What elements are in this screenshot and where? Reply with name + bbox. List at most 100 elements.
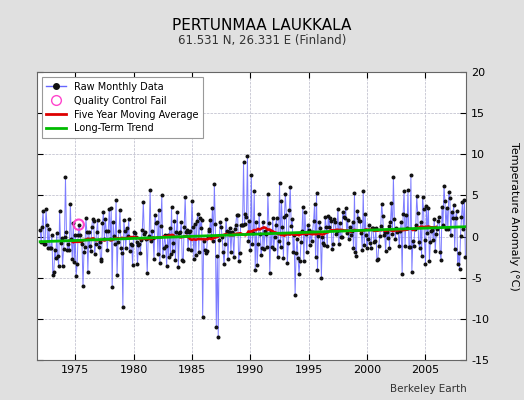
Point xyxy=(155,207,163,214)
Point xyxy=(403,225,411,231)
Point xyxy=(395,243,403,250)
Point xyxy=(71,232,80,238)
Point xyxy=(327,218,335,224)
Point xyxy=(269,246,278,253)
Point xyxy=(388,231,397,237)
Point xyxy=(191,220,199,227)
Point xyxy=(124,232,132,239)
Point xyxy=(264,191,272,197)
Point xyxy=(139,198,148,205)
Point xyxy=(37,239,46,245)
Point xyxy=(387,200,396,206)
Point xyxy=(358,246,366,253)
Point xyxy=(323,243,331,250)
Point xyxy=(398,270,406,277)
Point xyxy=(307,229,315,236)
Point xyxy=(374,256,382,262)
Point xyxy=(289,248,297,255)
Point xyxy=(312,190,321,196)
Point xyxy=(433,226,441,232)
Point xyxy=(52,230,61,236)
Point xyxy=(62,228,71,235)
Point xyxy=(102,228,111,234)
Point xyxy=(411,226,419,232)
Point xyxy=(130,229,139,236)
Point xyxy=(255,211,263,217)
Point xyxy=(47,245,55,251)
Point xyxy=(94,244,103,250)
Point xyxy=(339,209,347,216)
Point xyxy=(367,245,375,251)
Point xyxy=(58,263,67,269)
Point xyxy=(291,292,299,298)
Point xyxy=(286,184,294,190)
Point xyxy=(122,244,130,251)
Point xyxy=(51,246,59,253)
Point xyxy=(386,219,395,225)
Point xyxy=(426,239,434,246)
Point xyxy=(70,259,79,265)
Point xyxy=(75,222,83,228)
Point xyxy=(420,237,429,243)
Point xyxy=(132,234,140,240)
Point xyxy=(381,248,390,254)
Point xyxy=(275,180,283,186)
Point xyxy=(461,253,470,260)
Point xyxy=(274,254,282,260)
Point xyxy=(460,196,468,203)
Point xyxy=(256,230,264,237)
Point xyxy=(234,258,243,264)
Point xyxy=(247,172,256,178)
Point xyxy=(138,226,147,233)
Point xyxy=(258,245,266,252)
Point xyxy=(92,241,100,247)
Point xyxy=(194,248,203,255)
Point xyxy=(419,206,428,212)
Point xyxy=(217,224,225,230)
Point xyxy=(297,239,305,246)
Point xyxy=(361,211,369,217)
Point xyxy=(66,200,74,207)
Point xyxy=(242,214,250,220)
Point xyxy=(278,224,287,230)
Point xyxy=(432,230,440,237)
Point xyxy=(373,256,381,263)
Point xyxy=(223,228,231,235)
Point xyxy=(84,269,92,275)
Point xyxy=(151,212,159,218)
Point xyxy=(407,172,415,178)
Point xyxy=(392,224,400,231)
Point xyxy=(133,239,141,245)
Y-axis label: Temperature Anomaly (°C): Temperature Anomaly (°C) xyxy=(509,142,519,290)
Point xyxy=(194,211,202,217)
Point xyxy=(196,225,205,232)
Point xyxy=(38,224,46,230)
Point xyxy=(411,222,420,228)
Point xyxy=(152,220,160,226)
Point xyxy=(445,188,453,195)
Point xyxy=(336,234,345,240)
Point xyxy=(251,267,259,274)
Point xyxy=(350,245,358,252)
Point xyxy=(104,228,113,234)
Point xyxy=(294,254,302,261)
Point xyxy=(356,218,365,224)
Point xyxy=(106,236,114,242)
Point xyxy=(128,262,137,268)
Point xyxy=(113,272,121,279)
Point xyxy=(450,202,458,208)
Point xyxy=(357,230,365,236)
Point xyxy=(228,231,237,238)
Point xyxy=(336,220,344,226)
Point xyxy=(202,248,211,254)
Point xyxy=(218,234,226,240)
Point xyxy=(456,232,465,239)
Point xyxy=(397,219,406,226)
Point xyxy=(174,264,182,270)
Point xyxy=(410,243,418,249)
Point xyxy=(287,222,296,229)
Point xyxy=(45,226,53,232)
Point xyxy=(137,237,146,244)
Point xyxy=(320,241,329,248)
Point xyxy=(56,208,64,214)
